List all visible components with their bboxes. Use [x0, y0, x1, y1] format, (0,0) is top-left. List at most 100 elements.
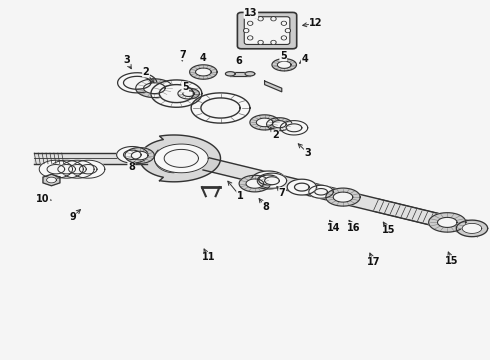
Polygon shape: [265, 81, 282, 92]
Text: 8: 8: [128, 162, 135, 172]
Polygon shape: [47, 165, 65, 174]
Polygon shape: [277, 61, 291, 68]
Circle shape: [271, 41, 276, 44]
Circle shape: [281, 22, 286, 25]
Polygon shape: [58, 165, 75, 174]
Polygon shape: [203, 158, 483, 237]
Polygon shape: [183, 91, 195, 96]
FancyBboxPatch shape: [245, 17, 290, 45]
Text: 15: 15: [382, 225, 395, 235]
Polygon shape: [259, 175, 278, 185]
Circle shape: [281, 36, 286, 40]
Polygon shape: [191, 93, 250, 123]
Polygon shape: [309, 185, 333, 198]
Circle shape: [244, 29, 249, 32]
Polygon shape: [239, 175, 270, 192]
Polygon shape: [61, 160, 94, 178]
Polygon shape: [456, 220, 488, 237]
Polygon shape: [265, 177, 279, 185]
Circle shape: [248, 36, 253, 40]
Polygon shape: [201, 98, 240, 118]
Text: 16: 16: [347, 222, 361, 233]
Text: 13: 13: [244, 8, 258, 18]
Polygon shape: [123, 150, 141, 159]
Polygon shape: [315, 189, 327, 195]
Text: 5: 5: [182, 82, 189, 92]
Polygon shape: [225, 72, 235, 76]
Polygon shape: [69, 165, 86, 174]
Text: 12: 12: [309, 18, 323, 28]
Circle shape: [249, 37, 252, 39]
Polygon shape: [246, 179, 264, 188]
Polygon shape: [250, 115, 279, 130]
Polygon shape: [136, 79, 173, 98]
Text: 4: 4: [200, 53, 207, 63]
Polygon shape: [131, 151, 148, 160]
Circle shape: [272, 41, 275, 44]
Polygon shape: [151, 80, 202, 107]
Circle shape: [245, 30, 248, 32]
Polygon shape: [50, 160, 83, 178]
Polygon shape: [333, 192, 353, 202]
Polygon shape: [196, 68, 211, 76]
Circle shape: [259, 18, 262, 20]
Text: 10: 10: [36, 194, 50, 204]
Polygon shape: [286, 124, 302, 132]
Circle shape: [272, 18, 275, 20]
Polygon shape: [462, 223, 482, 233]
Polygon shape: [39, 160, 73, 178]
Text: 3: 3: [304, 148, 311, 158]
Polygon shape: [47, 177, 56, 183]
Polygon shape: [326, 188, 360, 206]
Polygon shape: [256, 118, 273, 127]
Text: 6: 6: [236, 56, 243, 66]
FancyBboxPatch shape: [238, 13, 297, 49]
Circle shape: [259, 41, 262, 44]
Circle shape: [285, 29, 290, 32]
Text: 1: 1: [237, 191, 244, 201]
Polygon shape: [123, 76, 151, 89]
Polygon shape: [272, 121, 286, 128]
Circle shape: [258, 41, 263, 44]
Polygon shape: [159, 85, 194, 103]
Circle shape: [249, 22, 252, 24]
Polygon shape: [178, 88, 199, 99]
Polygon shape: [144, 83, 165, 94]
Polygon shape: [267, 118, 292, 131]
Polygon shape: [280, 121, 308, 135]
Polygon shape: [438, 217, 457, 228]
Polygon shape: [72, 160, 105, 178]
Text: 7: 7: [179, 50, 186, 60]
Text: 3: 3: [123, 55, 130, 66]
Polygon shape: [257, 173, 287, 188]
Polygon shape: [245, 72, 255, 76]
Polygon shape: [34, 153, 147, 164]
Text: 17: 17: [367, 257, 380, 267]
Polygon shape: [43, 174, 60, 186]
Circle shape: [248, 22, 253, 25]
Polygon shape: [154, 144, 208, 173]
Polygon shape: [125, 148, 154, 163]
Polygon shape: [294, 183, 309, 191]
Circle shape: [282, 22, 285, 24]
Text: 14: 14: [327, 222, 341, 233]
Text: 2: 2: [272, 130, 279, 140]
Circle shape: [286, 30, 290, 32]
Polygon shape: [140, 135, 220, 182]
Polygon shape: [429, 213, 466, 232]
Text: 2: 2: [143, 67, 149, 77]
Polygon shape: [190, 65, 217, 79]
Circle shape: [282, 37, 285, 39]
Polygon shape: [79, 165, 97, 174]
Text: 5: 5: [280, 51, 287, 61]
Polygon shape: [164, 149, 198, 167]
Polygon shape: [118, 73, 157, 93]
Text: 9: 9: [69, 212, 76, 222]
Polygon shape: [287, 179, 317, 195]
Polygon shape: [251, 171, 286, 189]
Circle shape: [271, 17, 276, 21]
Polygon shape: [230, 72, 250, 76]
Text: 4: 4: [301, 54, 308, 64]
Polygon shape: [117, 147, 148, 163]
Text: 8: 8: [262, 202, 269, 212]
